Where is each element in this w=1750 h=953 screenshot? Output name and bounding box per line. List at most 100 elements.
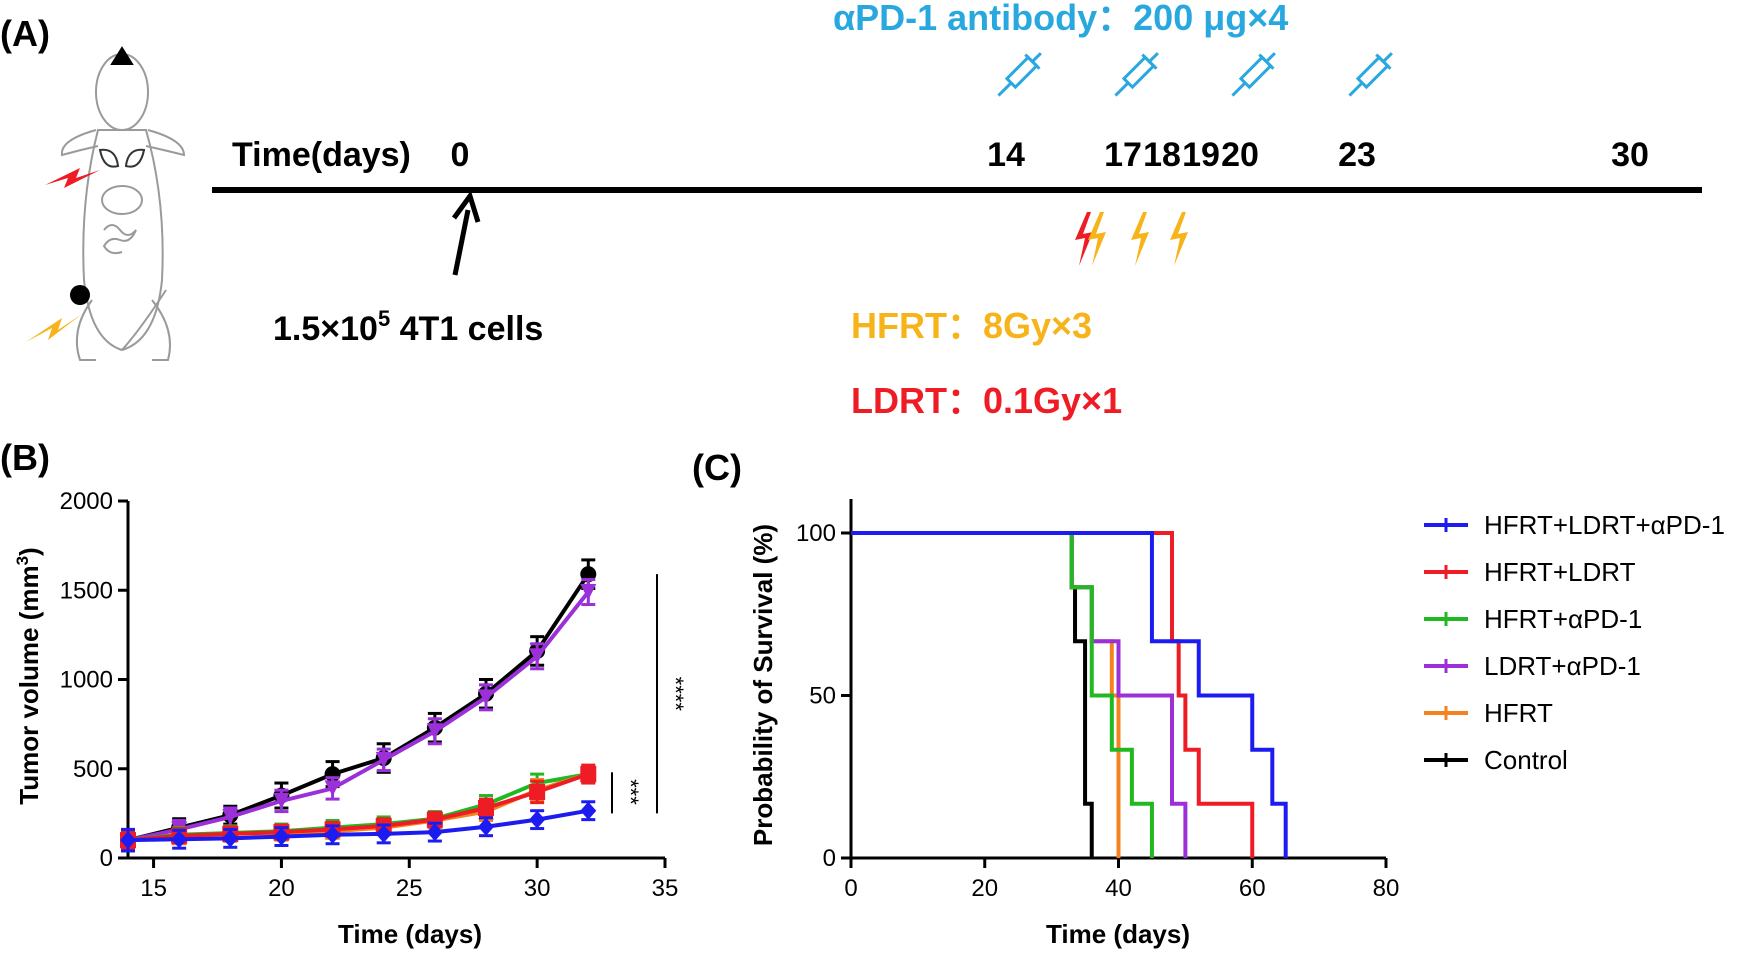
survival-chart: 0 20 40 60 80 0 50 100	[796, 499, 1399, 902]
tumor-series-line	[127, 772, 589, 843]
injection-markers	[997, 52, 1393, 97]
legend-label: HFRT	[1484, 698, 1553, 728]
tumor-series-LDRT+αPD-1	[120, 578, 597, 851]
data-point	[324, 780, 341, 797]
survival-y-tick-label: 100	[796, 520, 836, 547]
syringe-plunger	[1265, 52, 1276, 63]
tumor-series-line	[127, 808, 589, 843]
hfrt-dose-label: HFRT：8Gy×3	[851, 305, 1092, 346]
survival-x-tick-label: 0	[844, 875, 857, 902]
survival-curve-HFRT	[851, 531, 1121, 858]
survival-x-tick-label: 80	[1373, 875, 1400, 902]
tumor-radiation-bolt-icon	[26, 314, 82, 342]
data-point	[478, 817, 494, 836]
survival-y-tick-label: 0	[823, 845, 836, 872]
legend-label: HFRT+LDRT	[1484, 557, 1636, 587]
data-point	[222, 808, 239, 825]
hfrt-bolt-icon	[1170, 212, 1188, 266]
panel-label-b: (B)	[0, 437, 50, 478]
data-point	[222, 829, 239, 848]
cell-count-exponent: 5	[378, 306, 390, 331]
tumor-y-tick-label: 0	[100, 845, 113, 872]
cell-injection-arrow	[452, 209, 471, 276]
data-point	[478, 689, 494, 706]
survival-x-tick-label: 20	[971, 875, 998, 902]
survival-x-tick-label: 60	[1239, 875, 1266, 902]
panel-label-a: (A)	[0, 13, 50, 54]
tumor-series-line	[127, 772, 589, 843]
survival-curve-LDRT+αPD-1	[851, 531, 1188, 858]
data-point	[478, 800, 494, 817]
significance-label-2: ***	[618, 779, 643, 805]
survival-curve-HFRT+LDRT	[851, 531, 1255, 858]
tumor-series-Control	[120, 558, 597, 853]
data-point	[580, 766, 597, 783]
data-point	[375, 824, 392, 843]
tumor-x-tick-label: 35	[652, 875, 679, 902]
radiation-markers	[1075, 212, 1188, 266]
survival-curve-HFRT+LDRT+αPD-1	[851, 531, 1288, 858]
data-point	[426, 723, 443, 740]
timeline-day-19: 19	[1182, 136, 1220, 174]
tumor-volume-y-axis-label: Tumor volume (mm3)	[13, 547, 44, 804]
timeline-day-18: 18	[1143, 136, 1181, 174]
syringe-plunger	[1031, 52, 1042, 63]
survival-y-tick-label: 50	[809, 683, 836, 710]
tumor-x-tick-label: 20	[268, 875, 295, 902]
hfrt-bolt-icon	[1131, 212, 1149, 266]
tumor-series-HFRT+LDRT+αPD-1	[120, 800, 597, 853]
tumor-volume-x-axis-label: Time (days)	[338, 919, 482, 949]
ldrt-dose-label: LDRT：0.1Gy×1	[851, 380, 1122, 421]
tumor-volume-y-label-close: )	[14, 547, 44, 556]
syringe-needle	[1348, 81, 1364, 97]
timeline-day-30: 30	[1611, 136, 1649, 174]
data-point	[375, 751, 392, 768]
panel-label-c: (C)	[692, 447, 742, 488]
survival-curve-HFRT+αPD-1	[851, 531, 1154, 858]
syringe-flange	[1375, 53, 1392, 70]
syringe-flange	[1258, 53, 1275, 70]
tumor-y-tick-label: 500	[73, 756, 113, 783]
legend-label: HFRT+αPD-1	[1484, 604, 1642, 634]
data-point	[324, 825, 341, 844]
data-point	[580, 801, 597, 820]
survival-y-axis-label: Probability of Survival (%)	[748, 524, 778, 846]
syringe-icon	[997, 52, 1042, 97]
syringe-flange	[1024, 53, 1041, 70]
cell-count-label: 1.5×105 4T1 cells	[273, 306, 543, 348]
syringe-icon	[1348, 52, 1393, 97]
survival-legend: HFRT+LDRT+αPD-1 HFRT+LDRT HFRT+αPD-1 LDRT+α…	[1424, 510, 1725, 775]
syringe-needle	[1231, 81, 1247, 97]
lung-radiation-bolt-icon	[45, 168, 100, 188]
timeline-day-20: 20	[1221, 136, 1259, 174]
cell-injection-arrowhead	[451, 190, 481, 223]
significance-label-1: ****	[663, 677, 688, 712]
tumor-dot	[70, 285, 90, 305]
tumor-y-tick-label: 1500	[60, 577, 113, 604]
syringe-flange	[1141, 53, 1158, 70]
mouse-illustration	[60, 46, 186, 361]
data-point	[171, 830, 188, 849]
survival-x-axis-label: Time (days)	[1046, 919, 1190, 949]
antibody-dose-label: αPD-1 antibody：200 μg×4	[833, 0, 1288, 38]
timeline-day-23: 23	[1338, 136, 1376, 174]
tumor-x-tick-label: 30	[524, 875, 551, 902]
syringe-plunger	[1148, 52, 1159, 63]
syringe-icon	[1231, 52, 1276, 97]
legend-label: LDRT+αPD-1	[1484, 651, 1641, 681]
tumor-volume-y-label-text: Tumor volume (mm	[14, 565, 44, 804]
timeline-axis-label: Time(days)	[232, 136, 411, 174]
syringe-icon	[1114, 52, 1159, 97]
syringe-plunger	[1382, 52, 1393, 63]
tumor-y-tick-label: 1000	[60, 667, 113, 694]
timeline-day-labels: 0 14 17 18 19 20 23 30	[451, 136, 1649, 174]
legend-label: Control	[1484, 745, 1568, 775]
syringe-needle	[997, 81, 1013, 97]
data-point	[529, 810, 546, 829]
data-point	[426, 823, 443, 842]
cell-count-suffix: 4T1 cells	[390, 310, 543, 348]
data-point	[120, 831, 136, 850]
timeline-day-14: 14	[987, 136, 1025, 174]
